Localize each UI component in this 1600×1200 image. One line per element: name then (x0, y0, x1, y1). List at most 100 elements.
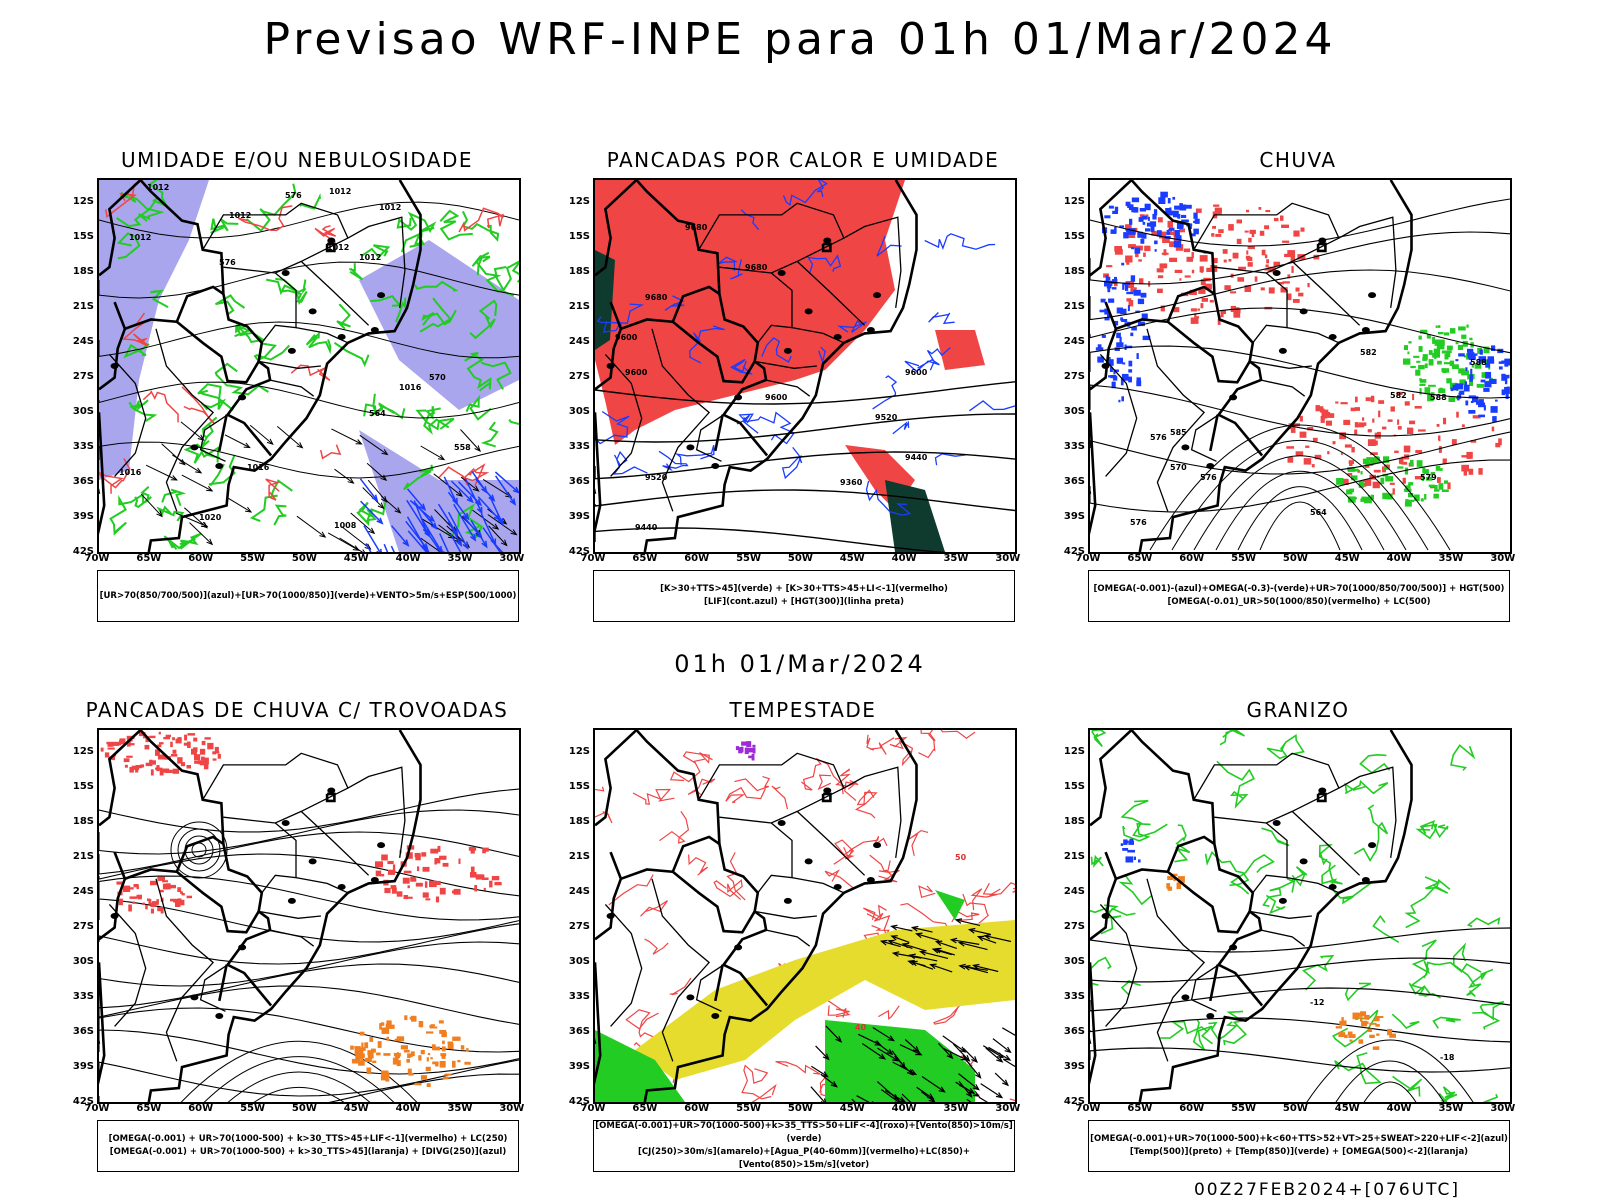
panel-title: GRANIZO (1246, 698, 1350, 722)
omega-area (1450, 345, 1510, 422)
country-border (99, 301, 127, 391)
longitude-label: 70W (580, 553, 606, 564)
legend-line: [OMEGA(-0.001) + UR>70(1000-500) + k>30_… (109, 1147, 507, 1157)
panel-legend: [K>30+TTS>45](verde) + [K>30+TTS>45+LI<-… (593, 570, 1015, 622)
state-border (1249, 360, 1312, 369)
thunderstorm-area (116, 876, 192, 914)
lake-mark (238, 944, 247, 951)
latitude-label: 24S (568, 886, 590, 897)
contour-label: 576 (1130, 518, 1147, 527)
latitude-label: 36S (72, 476, 94, 487)
state-border (1338, 216, 1397, 308)
contour-label: 9680 (685, 223, 708, 232)
lake-mark (866, 876, 875, 883)
lake-mark (783, 347, 792, 354)
country-border (1166, 870, 1251, 934)
coastline (643, 730, 918, 1102)
country-border (99, 851, 127, 941)
contour-label: 588 (1430, 393, 1447, 402)
contour-label: 1020 (199, 513, 222, 522)
state-border (1291, 810, 1361, 876)
contour-label: 50 (955, 853, 967, 862)
contour-label: 570 (429, 373, 446, 382)
forecast-map: -12 -18 (1088, 728, 1512, 1104)
contour-label: 1016 (119, 468, 142, 477)
contour-label: 579 (1420, 473, 1437, 482)
geography-layer (99, 730, 422, 1102)
lake-mark (833, 883, 842, 890)
longitude-label: 70W (1075, 553, 1101, 564)
lake-mark (1101, 363, 1110, 369)
state-border (1249, 910, 1312, 919)
latitude-label: 12S (568, 196, 590, 207)
longitude-label: 55W (1231, 553, 1257, 564)
forecast-date-label: 01h 01/Mar/2024 (674, 650, 926, 678)
lake-mark (873, 292, 882, 299)
thermal-convection-area (595, 180, 905, 445)
lifted-index-contours (595, 180, 1015, 516)
latitude-label: 12S (72, 746, 94, 757)
latitude-label: 18S (72, 266, 94, 277)
state-border (1338, 766, 1397, 858)
longitude-label: 45W (1334, 553, 1360, 564)
state-border (258, 910, 321, 919)
latitude-label: 36S (1063, 476, 1085, 487)
streamlines (99, 788, 519, 1102)
latitude-label: 42S (72, 1096, 94, 1107)
state-border (155, 878, 215, 1062)
latitude-label: 30S (1063, 406, 1085, 417)
lake-mark (337, 333, 346, 340)
country-border (671, 870, 756, 934)
longitude-label: 30W (1490, 1103, 1516, 1114)
longitude-label: 45W (839, 1103, 865, 1114)
longitude-label: 65W (136, 553, 162, 564)
longitude-label: 30W (499, 553, 525, 564)
longitude-label: 50W (1282, 553, 1308, 564)
lake-mark (238, 394, 247, 401)
state-border (754, 360, 817, 369)
lake-mark (711, 462, 720, 469)
contour-label: 582 (1360, 348, 1377, 357)
legend-line: [LIF](cont.azul) + [HGT(300)](linha pret… (703, 597, 905, 607)
state-border (651, 328, 711, 512)
latitude-label: 18S (568, 266, 590, 277)
lake-mark (1206, 462, 1215, 469)
lake-mark (377, 842, 386, 849)
longitude-label: 50W (787, 553, 813, 564)
longitude-label: 50W (1282, 1103, 1308, 1114)
convective-area (350, 1015, 471, 1087)
latitude-label: 42S (568, 546, 590, 557)
latitude-label: 33S (72, 991, 94, 1002)
latitude-label: 12S (1063, 196, 1085, 207)
lake-mark (1299, 308, 1308, 315)
state-border (155, 328, 215, 512)
forecast-map: 40 50 (593, 728, 1017, 1104)
lake-mark (1361, 876, 1370, 883)
contour-label: 1012 (327, 243, 349, 252)
latitude-label: 42S (72, 546, 94, 557)
country-border (175, 870, 260, 934)
panel-title: CHUVA (1259, 148, 1337, 172)
lake-mark (1368, 292, 1377, 299)
geography-layer (1090, 180, 1413, 552)
latitude-label: 24S (72, 886, 94, 897)
longitude-label: 65W (1127, 1103, 1153, 1114)
country-border (1209, 414, 1219, 452)
lake-mark (1278, 347, 1287, 354)
country-border (595, 962, 602, 1085)
latitude-label: 30S (1063, 956, 1085, 967)
state-border (199, 964, 228, 1012)
state-border (300, 810, 370, 876)
longitude-label: 40W (1386, 553, 1412, 564)
latitude-label: 21S (72, 301, 94, 312)
lake-mark (606, 363, 615, 369)
country-border (99, 730, 273, 1007)
forecast-map: 588 588 582 576 576 570 585 582 579 576 564 (1088, 178, 1512, 554)
longitude-label: 35W (943, 1103, 969, 1114)
latitude-label: 33S (568, 991, 590, 1002)
contour-label: 1008 (334, 521, 357, 530)
latitude-label: 39S (568, 511, 590, 522)
country-border (218, 964, 228, 1002)
contour-label: 588 (1470, 358, 1487, 367)
latitude-label: 39S (72, 511, 94, 522)
